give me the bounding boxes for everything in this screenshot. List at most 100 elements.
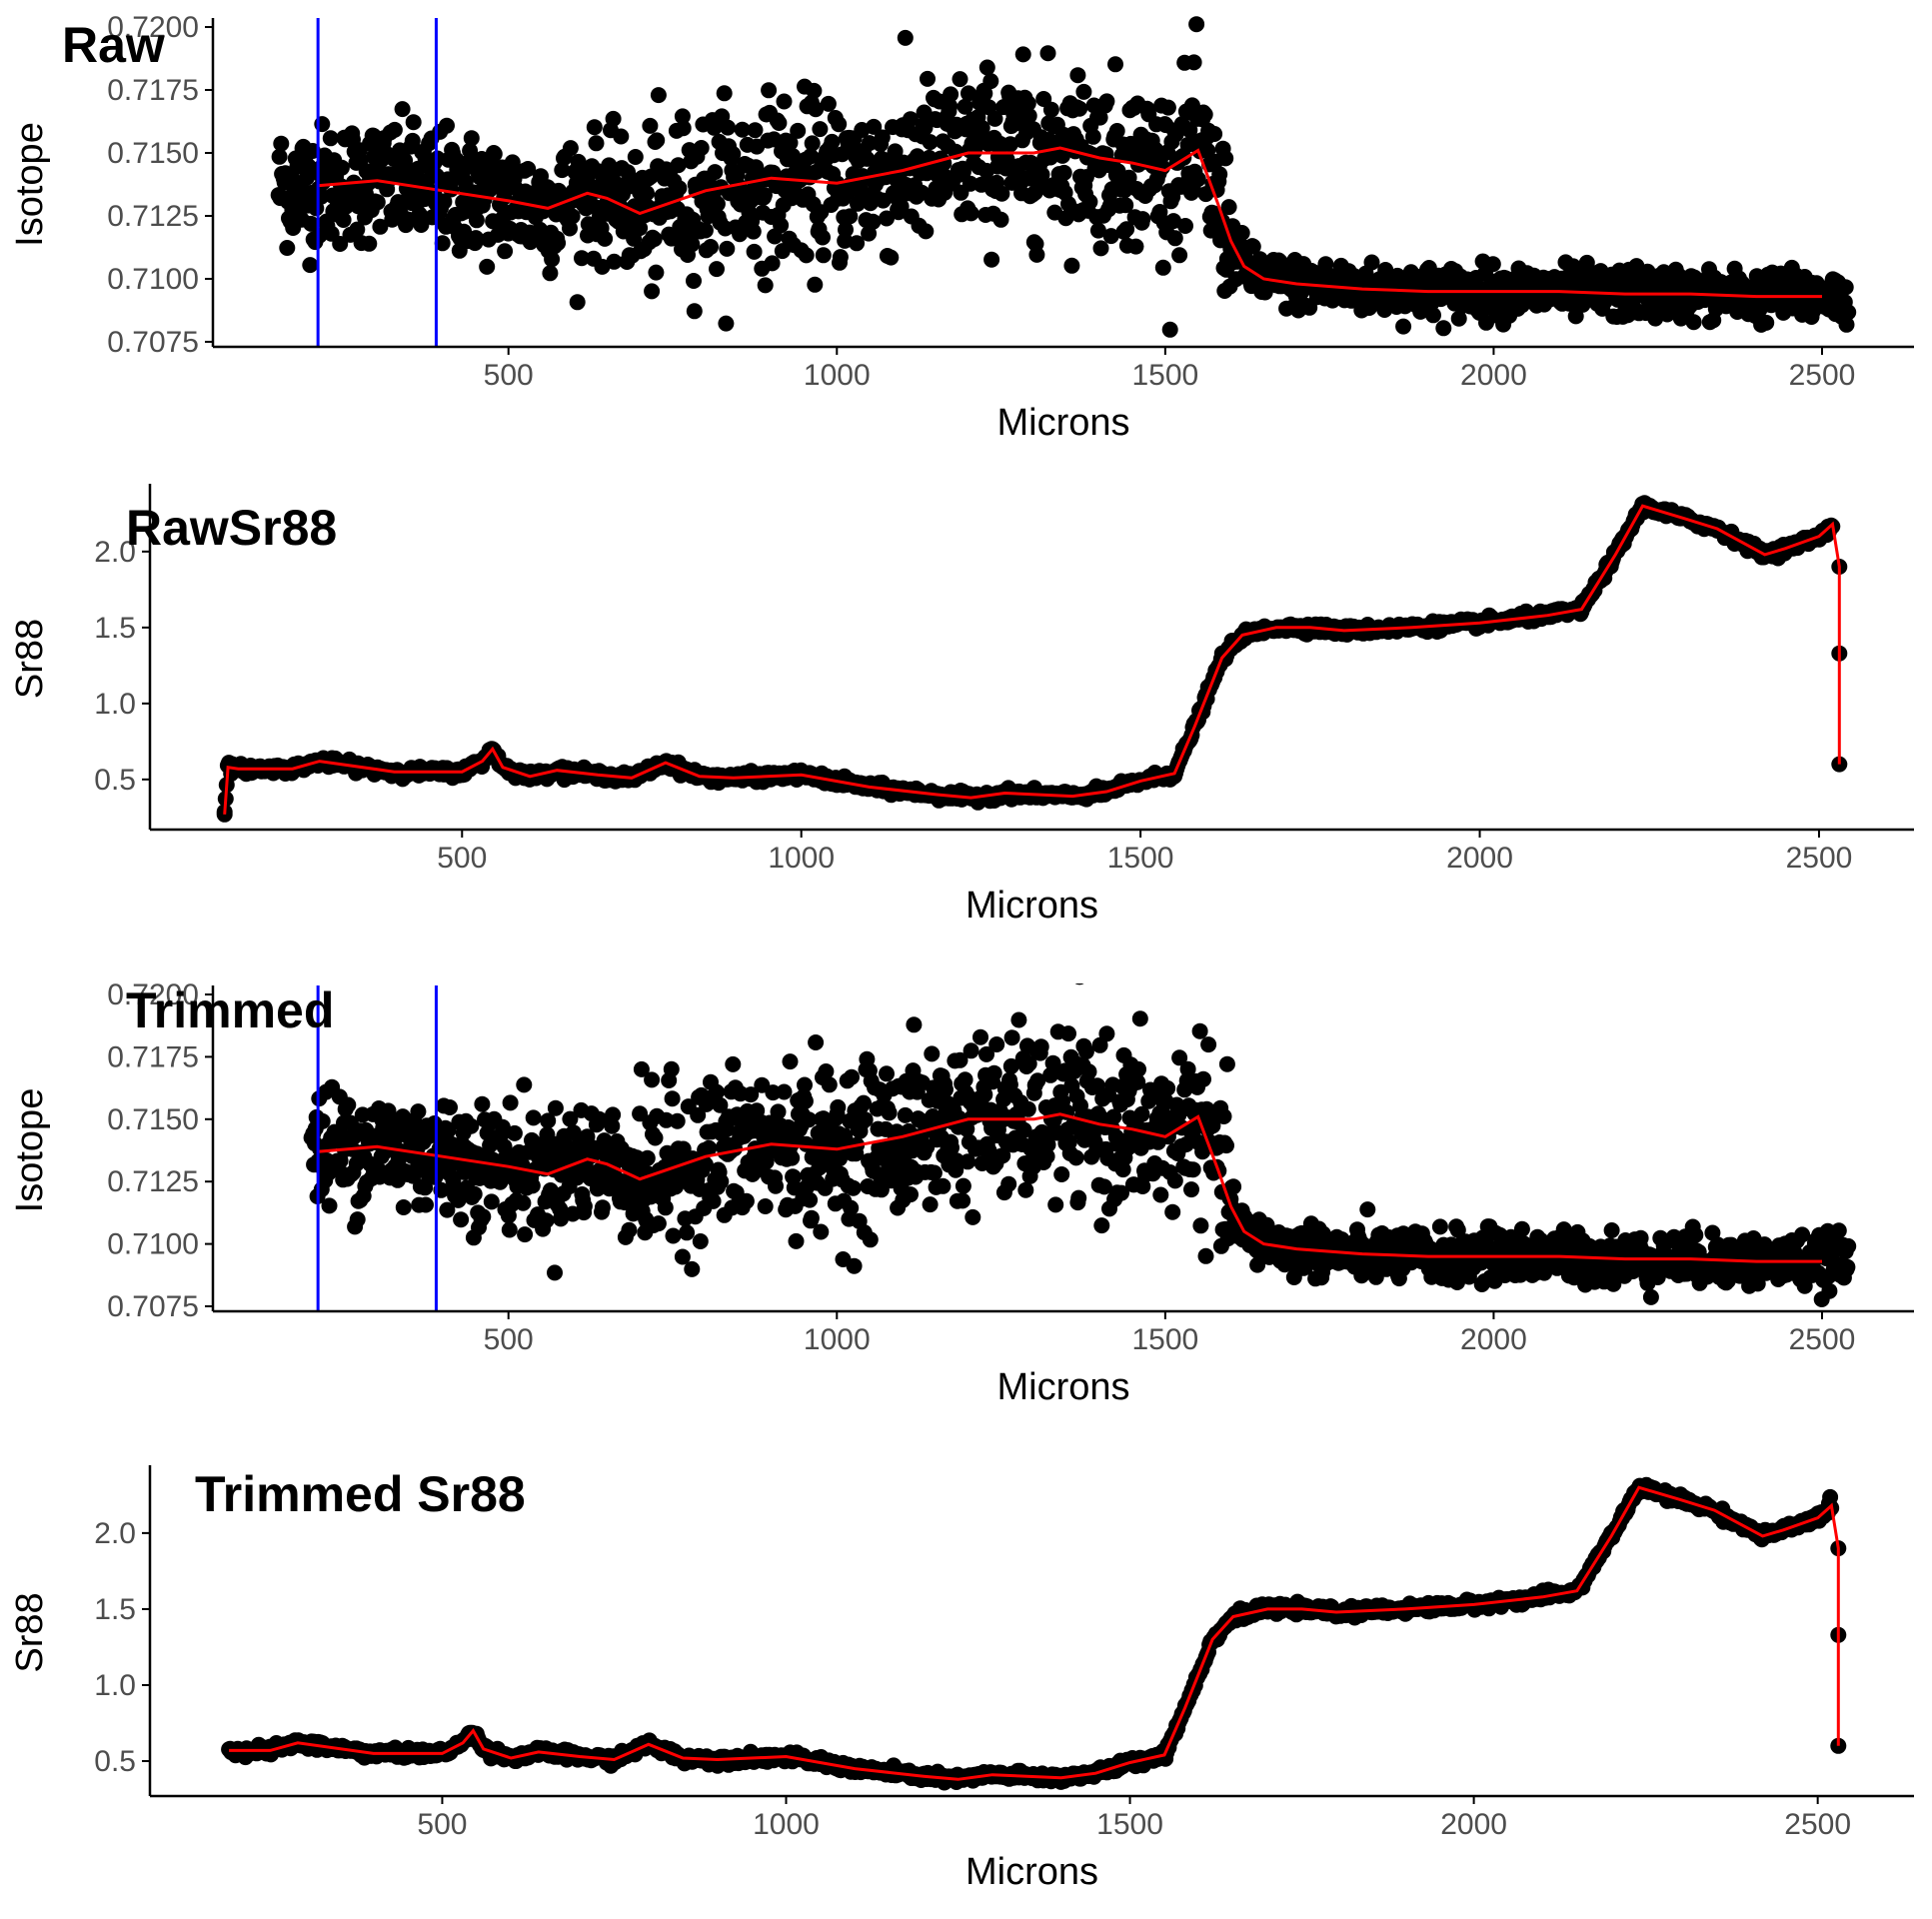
data-point <box>692 1233 709 1249</box>
data-point <box>1197 1247 1214 1264</box>
data-point <box>961 85 976 102</box>
data-point <box>322 130 339 147</box>
data-point <box>712 1096 729 1113</box>
data-point <box>866 118 883 135</box>
data-point <box>547 1099 564 1116</box>
data-point <box>562 140 579 157</box>
data-point <box>1218 1055 1235 1072</box>
data-point <box>486 146 503 162</box>
data-point <box>1091 109 1108 126</box>
data-point <box>1840 304 1857 321</box>
data-point <box>663 1060 680 1077</box>
data-point <box>802 1191 819 1208</box>
data-point <box>1003 1029 1020 1046</box>
data-point <box>963 1042 979 1059</box>
y-tick-label: 2.0 <box>94 536 136 569</box>
data-point <box>832 249 849 266</box>
data-point <box>782 134 799 151</box>
data-point <box>468 230 485 247</box>
data-point <box>483 1193 500 1210</box>
data-point <box>883 249 900 266</box>
data-point <box>1200 1036 1217 1053</box>
data-point <box>1171 1049 1188 1066</box>
data-point <box>591 1110 608 1127</box>
data-point <box>1074 983 1084 985</box>
data-point <box>397 152 414 169</box>
data-point <box>586 119 603 136</box>
data-point <box>404 132 421 149</box>
data-point <box>786 1179 803 1196</box>
data-point <box>790 122 807 139</box>
plot-area <box>216 495 1848 823</box>
data-point <box>442 1099 458 1115</box>
data-point <box>879 1065 895 1082</box>
y-tick-label: 0.7125 <box>107 200 199 233</box>
data-point <box>492 1173 509 1190</box>
data-point <box>1206 126 1223 142</box>
data-point <box>670 157 687 174</box>
data-point <box>761 82 778 99</box>
data-point <box>719 1120 736 1137</box>
data-point <box>701 1139 718 1156</box>
data-point <box>693 140 710 156</box>
data-point <box>703 239 719 255</box>
data-point <box>1089 1077 1105 1094</box>
data-point <box>1020 1055 1037 1072</box>
data-point <box>808 1034 825 1050</box>
data-point <box>547 1264 563 1281</box>
data-point <box>462 142 479 159</box>
data-point <box>766 131 783 148</box>
data-point <box>955 1192 971 1209</box>
data-point <box>815 229 831 246</box>
data-point <box>821 1076 838 1093</box>
data-point <box>674 108 691 125</box>
data-point <box>524 1177 541 1194</box>
data-point <box>684 1260 701 1277</box>
data-point <box>1431 1218 1448 1235</box>
data-point <box>992 211 1009 228</box>
data-point <box>1244 238 1261 255</box>
data-point <box>720 119 737 136</box>
data-point <box>944 1139 960 1156</box>
data-point <box>1038 1148 1055 1164</box>
data-point <box>690 1106 707 1123</box>
data-point <box>544 251 561 268</box>
data-point <box>335 212 352 228</box>
data-point <box>843 1199 860 1216</box>
data-point <box>642 117 659 134</box>
data-point <box>340 1096 357 1113</box>
data-point <box>1098 1025 1115 1042</box>
data-point <box>776 1083 793 1100</box>
data-point <box>597 230 614 247</box>
data-point <box>1449 1221 1466 1238</box>
data-point <box>807 276 824 293</box>
data-point <box>1142 1089 1159 1106</box>
data-point <box>475 1208 492 1225</box>
data-point <box>440 1122 457 1139</box>
plot-area <box>303 983 1857 1307</box>
data-point <box>686 303 703 320</box>
data-point <box>1425 307 1441 324</box>
data-point <box>1055 164 1072 181</box>
data-point <box>1033 166 1050 183</box>
data-point <box>1019 1100 1036 1117</box>
data-point <box>1189 171 1206 188</box>
data-point <box>906 1016 923 1033</box>
data-point <box>808 101 825 118</box>
data-point <box>502 1094 519 1111</box>
data-point <box>633 1060 650 1077</box>
x-tick-label: 1000 <box>768 842 835 875</box>
y-axis-title: Isotope <box>9 122 51 247</box>
data-point <box>706 119 723 136</box>
data-point <box>716 85 733 102</box>
data-point <box>562 220 578 237</box>
data-point <box>743 1086 760 1103</box>
data-point <box>1211 166 1228 183</box>
data-point <box>463 130 480 147</box>
data-point <box>1118 221 1135 238</box>
data-point <box>757 1198 774 1214</box>
data-point <box>474 1095 491 1112</box>
data-point <box>771 115 788 131</box>
data-point <box>709 261 725 278</box>
data-point <box>1233 225 1250 241</box>
